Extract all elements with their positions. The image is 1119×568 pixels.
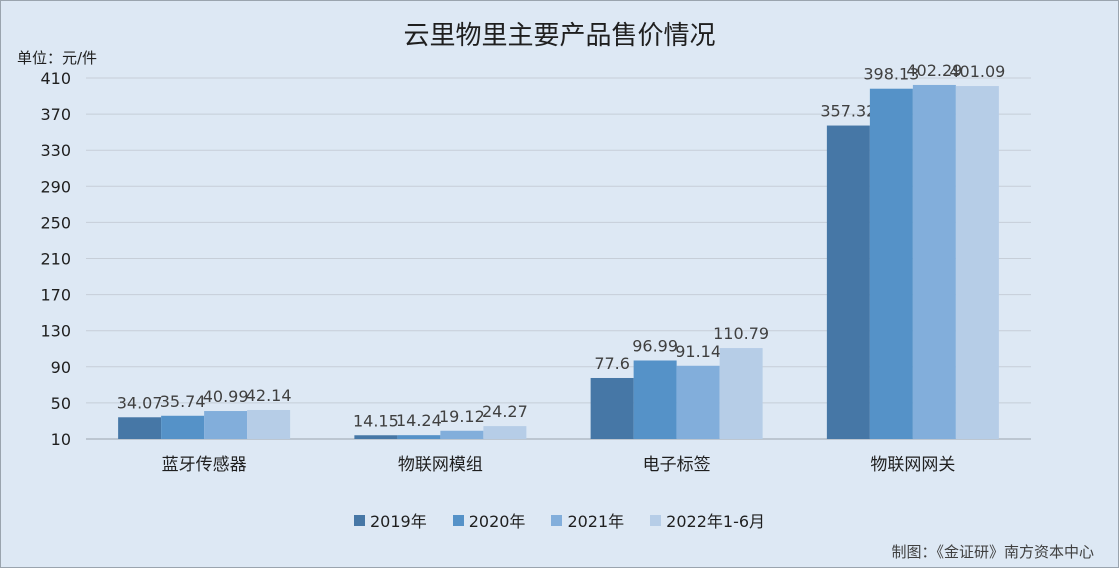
y-tick-label: 90 xyxy=(51,358,71,377)
bar xyxy=(440,430,484,439)
credit-label: 制图：《金证研》南方资本中心 xyxy=(891,543,1094,561)
legend-item: 2019年 xyxy=(353,508,427,532)
data-label: 110.79 xyxy=(713,324,769,343)
data-label: 19.12 xyxy=(439,407,485,426)
y-tick-label: 330 xyxy=(40,141,71,160)
data-label: 14.15 xyxy=(353,411,399,430)
x-tick-label: 电子标签 xyxy=(643,455,711,475)
y-tick-label: 50 xyxy=(51,394,71,413)
legend-label: 2019年 xyxy=(369,512,427,531)
bar xyxy=(869,88,913,439)
legend-swatch xyxy=(452,514,464,526)
bar xyxy=(161,415,205,439)
chart-title: 云里物里主要产品售价情况 xyxy=(403,21,716,51)
bar xyxy=(590,377,634,439)
legend-item: 2022年1-6月 xyxy=(650,508,765,532)
bar xyxy=(483,426,527,439)
y-tick-label: 10 xyxy=(51,430,71,449)
legend-swatch xyxy=(551,514,563,526)
legend: 2019年 2020年 2021年 2022年1-6月 xyxy=(1,508,1118,532)
y-tick-label: 250 xyxy=(40,213,71,232)
bar xyxy=(204,411,248,439)
y-tick-label: 130 xyxy=(40,322,71,341)
data-label: 14.24 xyxy=(396,411,442,430)
data-label: 96.99 xyxy=(632,336,678,355)
bar xyxy=(247,409,291,439)
y-tick-label: 370 xyxy=(40,105,71,124)
legend-item: 2020年 xyxy=(452,508,526,532)
legend-swatch xyxy=(650,514,662,526)
data-label: 401.09 xyxy=(949,62,1005,81)
data-label: 91.14 xyxy=(675,342,721,361)
y-tick-label: 170 xyxy=(40,286,71,305)
legend-swatch xyxy=(353,514,365,526)
data-label: 40.99 xyxy=(203,387,249,406)
bar xyxy=(354,435,398,439)
x-tick-label: 物联网模组 xyxy=(398,455,483,475)
unit-label: 单位：元/件 xyxy=(17,49,98,67)
data-label: 77.6 xyxy=(594,354,630,373)
data-label: 34.07 xyxy=(117,393,163,412)
data-label: 24.27 xyxy=(482,402,528,421)
legend-label: 2021年 xyxy=(567,512,625,531)
y-tick-label: 210 xyxy=(40,250,71,269)
data-label: 35.74 xyxy=(160,392,206,411)
bar xyxy=(118,417,162,439)
bar xyxy=(633,360,677,439)
y-tick-label: 410 xyxy=(40,69,71,88)
x-tick-label: 蓝牙传感器 xyxy=(162,455,247,475)
data-label: 357.32 xyxy=(820,102,876,121)
bar xyxy=(912,84,956,439)
legend-label: 2022年1-6月 xyxy=(666,512,766,531)
bar xyxy=(719,348,763,439)
data-label: 402.29 xyxy=(906,61,962,80)
legend-item: 2021年 xyxy=(551,508,624,532)
bar xyxy=(955,86,999,440)
legend-label: 2020年 xyxy=(468,512,526,531)
bar xyxy=(826,125,870,439)
x-tick-label: 物联网网关 xyxy=(870,455,955,475)
y-tick-label: 290 xyxy=(40,177,71,196)
data-label: 42.14 xyxy=(246,386,292,405)
bar xyxy=(397,435,441,439)
bar xyxy=(676,365,720,439)
data-label: 398.13 xyxy=(863,65,919,84)
